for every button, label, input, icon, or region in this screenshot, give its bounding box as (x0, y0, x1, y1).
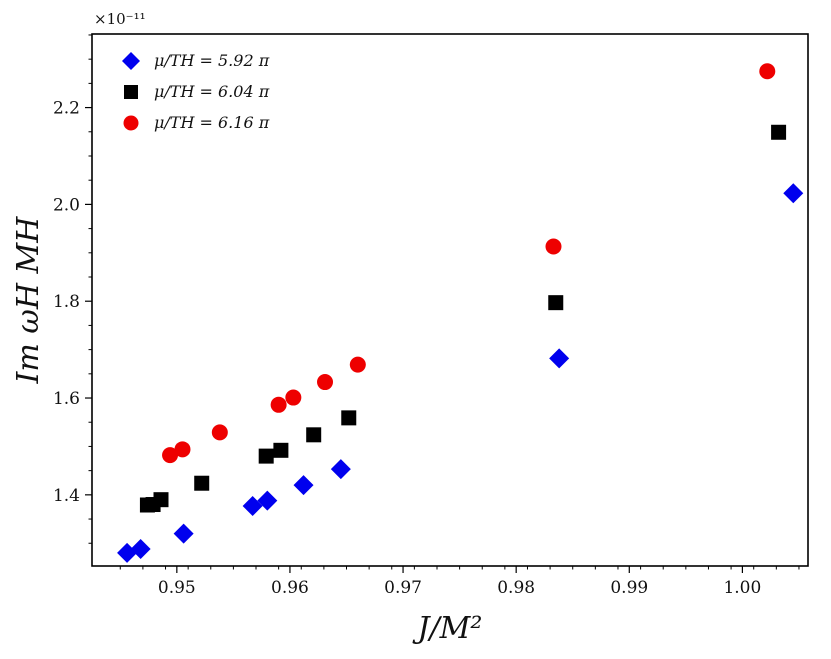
data-point-series-3 (759, 63, 776, 80)
data-point-series-1 (293, 475, 314, 496)
x-tick-label: 0.99 (610, 578, 648, 598)
x-tick-label: 0.97 (384, 578, 422, 598)
x-axis: 0.95 0.96 0.97 0.98 0.99 1.00 (119, 566, 800, 598)
data-point-series-3 (162, 447, 179, 464)
y-tick-label: 1.4 (53, 486, 80, 506)
y-tick-label: 2.0 (53, 195, 80, 215)
data-point-series-2 (153, 492, 169, 508)
data-point-series-3 (545, 238, 562, 255)
x-tick-label: 0.95 (158, 578, 196, 598)
legend: μ/TH = 5.92 π μ/TH = 6.04 π μ/TH = 6.16 … (122, 51, 270, 132)
y-tick-label: 1.6 (53, 389, 80, 409)
data-point-series-3 (349, 356, 366, 373)
legend-label-series-3: μ/TH = 6.16 π (154, 113, 270, 132)
legend-entry-series-3: μ/TH = 6.16 π (123, 113, 270, 132)
data-point-series-3 (270, 396, 287, 413)
legend-square-marker (124, 85, 138, 99)
data-point-series-2 (341, 410, 357, 426)
y-tick-label: 2.2 (53, 99, 80, 119)
data-point-series-1 (549, 348, 570, 369)
legend-circle-marker (123, 115, 139, 131)
x-axis-label: J/M² (412, 611, 483, 646)
data-point-series-2 (548, 295, 564, 311)
y-axis-multiplier: ×10⁻¹¹ (94, 10, 146, 28)
data-point-series-2 (258, 448, 274, 464)
data-point-series-1 (130, 539, 151, 560)
data-point-series-3 (317, 374, 334, 391)
x-tick-label: 0.96 (271, 578, 309, 598)
data-point-series-3 (285, 389, 302, 406)
x-tick-label: 1.00 (723, 578, 761, 598)
data-point-series-2 (306, 427, 322, 443)
data-point-series-1 (330, 459, 351, 480)
legend-label-series-1: μ/TH = 5.92 π (154, 51, 270, 70)
data-point-series-1 (242, 495, 263, 516)
data-point-series-2 (194, 475, 210, 491)
data-point-series-1 (257, 490, 278, 511)
legend-diamond-marker (122, 52, 140, 70)
data-point-series-3 (211, 424, 228, 441)
data-point-series-3 (174, 441, 191, 458)
plot-area (91, 33, 809, 567)
legend-entry-series-1: μ/TH = 5.92 π (122, 51, 270, 70)
y-axis-label: Im ωH MH (11, 216, 46, 385)
legend-entry-series-2: μ/TH = 6.04 π (124, 82, 270, 101)
data-point-series-1 (173, 523, 194, 544)
y-axis: 1.4 1.6 1.8 2.0 2.2 (53, 34, 92, 544)
data-point-series-2 (771, 124, 787, 140)
data-markers (117, 63, 804, 563)
legend-label-series-2: μ/TH = 6.04 π (154, 82, 270, 101)
data-point-series-1 (783, 183, 804, 204)
x-tick-label: 0.98 (497, 578, 535, 598)
y-tick-label: 1.8 (53, 292, 80, 312)
data-point-series-2 (273, 442, 289, 458)
